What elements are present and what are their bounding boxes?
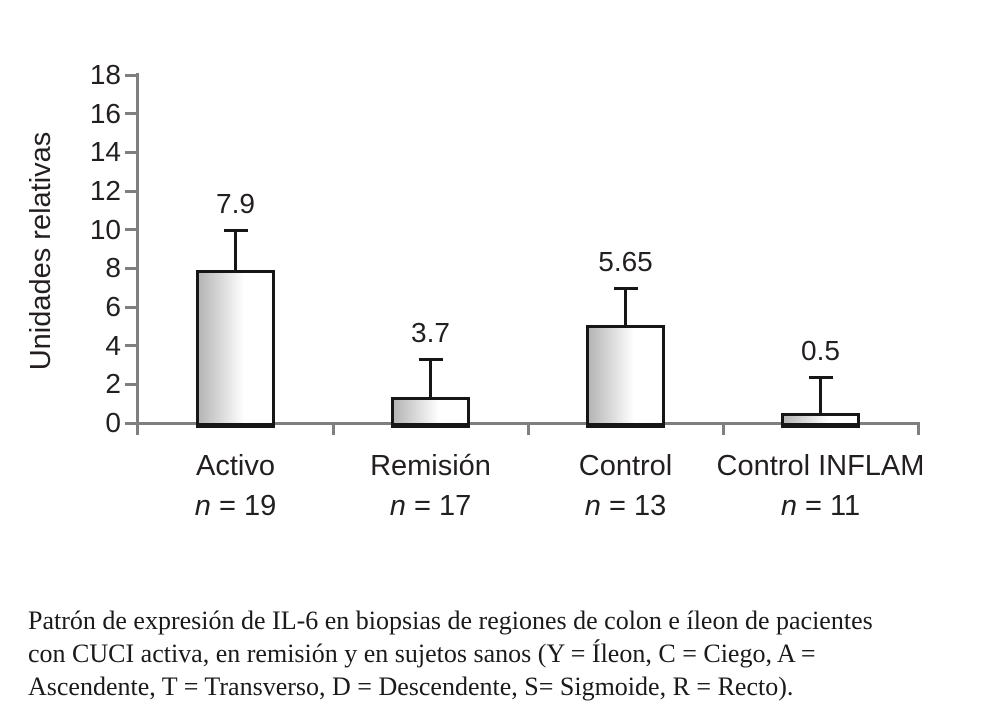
n-variable: n [584,490,601,522]
y-tick [125,228,138,232]
y-tick-label: 16 [89,97,121,129]
bar [781,413,860,428]
y-tick-label: 8 [105,252,121,284]
y-tick [125,266,138,270]
x-tick [721,423,725,435]
y-tick-label: 18 [89,59,121,90]
y-tick [125,382,138,386]
error-bar-cap [808,375,833,379]
y-tick [125,421,138,425]
n-variable: n [389,490,406,522]
n-count-label: n = 19 [194,490,277,522]
n-count-label: n = 17 [389,490,472,522]
figure-caption: Patrón de expresión de IL-6 en biopsias … [28,604,978,703]
bar [391,396,470,428]
error-bar-stem [624,287,627,330]
n-variable: n [194,490,211,522]
bar [586,325,665,428]
y-tick [125,150,138,154]
y-axis-line [136,73,139,435]
value-label: 3.7 [411,317,450,349]
y-tick [125,305,138,309]
error-bar-stem [819,376,822,418]
x-tick [331,423,335,435]
error-bar-stem [429,359,432,401]
y-tick [125,344,138,348]
caption-line: Patrón de expresión de IL-6 en biopsias … [28,606,873,635]
caption-line: Ascendente, T = Transverso, D = Descende… [28,672,794,701]
y-tick [125,189,138,193]
y-tick-label: 10 [89,213,121,245]
category-label: Activo [196,450,275,482]
error-bar-stem [234,229,237,275]
bar [196,270,275,428]
value-label: 5.65 [598,245,653,277]
caption-line: con CUCI activa, en remisión y en sujeto… [28,639,816,668]
value-label: 7.9 [216,187,255,219]
y-tick-label: 0 [105,407,121,438]
error-bar-cap [418,358,443,362]
n-count-label: n = 13 [584,490,667,522]
x-tick [916,423,920,435]
category-label: Control [578,450,673,482]
n-variable: n [780,490,797,522]
y-tick [125,73,138,77]
x-tick [526,423,530,435]
category-label: Control INFLAM [716,450,925,482]
y-tick [125,112,138,116]
value-label: 0.5 [801,334,840,366]
n-count-label: n = 11 [780,490,861,522]
y-tick-label: 12 [89,175,121,206]
y-tick-label: 2 [105,368,121,400]
y-tick-label: 14 [89,136,121,168]
y-tick-label: 6 [105,291,121,322]
plot-area: 0 2 4 6 8 10 12 14 16 18 7.9 Activo n = 19 3.7 Remisió… [89,59,925,522]
error-bar-cap [613,286,638,290]
category-label: Remisión [370,450,491,482]
error-bar-cap [223,228,248,232]
y-tick-label: 4 [105,329,121,361]
